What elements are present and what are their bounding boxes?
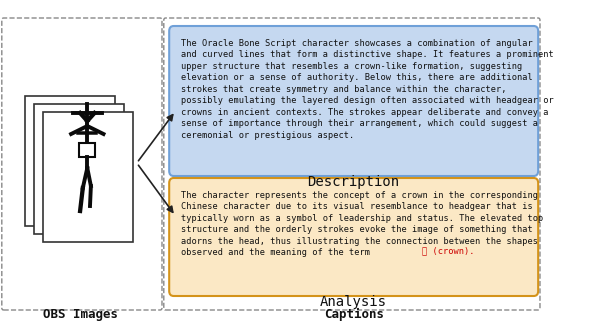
Bar	[25, 96, 115, 226]
FancyBboxPatch shape	[2, 18, 162, 310]
Bar	[79, 143, 95, 157]
Text: The character represents the concept of a crown in the corresponding
Chinese cha: The character represents the concept of …	[181, 191, 543, 257]
FancyBboxPatch shape	[169, 26, 538, 176]
Bar	[43, 112, 133, 242]
Text: Analysis: Analysis	[320, 295, 387, 309]
Text: The Oracle Bone Script character showcases a combination of angular
and curved l: The Oracle Bone Script character showcas…	[181, 39, 554, 140]
Text: Description: Description	[307, 175, 400, 189]
Bar	[34, 104, 124, 234]
Text: Captions: Captions	[324, 308, 384, 321]
Text: OBS Images: OBS Images	[43, 308, 118, 321]
FancyBboxPatch shape	[169, 178, 538, 296]
FancyBboxPatch shape	[164, 18, 540, 310]
Text: 冠 (crown).: 冠 (crown).	[422, 247, 475, 256]
